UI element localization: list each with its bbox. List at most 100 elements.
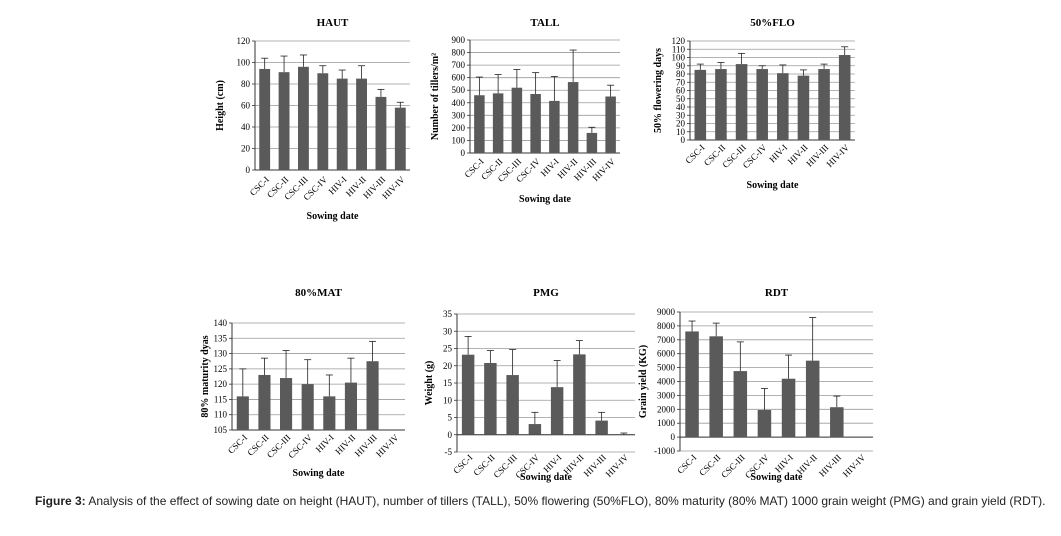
y-axis-label: Number of tillers/m² bbox=[430, 53, 441, 140]
x-tick-label: HIV-I bbox=[314, 432, 336, 454]
y-tick-label: 20 bbox=[241, 144, 251, 154]
x-tick-label: CSC-IV bbox=[286, 432, 314, 460]
chart-50flo: 50%FLO0102030405060708090100110120CSC-IC… bbox=[653, 17, 855, 191]
chart-title: 80%MAT bbox=[295, 287, 343, 299]
bar-csc-i bbox=[694, 69, 707, 140]
y-tick-label: 25 bbox=[443, 344, 453, 354]
bar-csc-ii bbox=[484, 362, 497, 435]
chart-rdt: RDT -1000 0 1000 2000 3000 4000 5000 6000 7000 800… bbox=[638, 287, 873, 483]
x-axis-label: Sowing date bbox=[293, 468, 346, 479]
bar-csc-iii bbox=[735, 64, 748, 140]
y-tick-label: 135 bbox=[214, 333, 228, 343]
y-tick-label: 60 bbox=[241, 101, 251, 111]
y-tick-label: 800 bbox=[452, 48, 466, 58]
y-tick-label: 8000 bbox=[657, 321, 676, 331]
bar-hiv-ii bbox=[805, 360, 820, 438]
bar-csc-iv bbox=[317, 73, 329, 170]
bar-csc-iii bbox=[506, 375, 519, 435]
y-tick-label: 6000 bbox=[657, 349, 676, 359]
y-tick-label: 10 bbox=[443, 395, 453, 405]
bar-csc-iv bbox=[756, 69, 768, 140]
y-tick-label: 80 bbox=[676, 69, 686, 79]
bar-hiv-ii bbox=[797, 75, 810, 140]
x-tick-label: CSC-IV bbox=[741, 142, 769, 170]
chart-pmg: PMG-505101520253035CSC-ICSC-IICSC-IIICSC… bbox=[424, 287, 635, 483]
bar-hiv-i bbox=[777, 73, 789, 140]
y-tick-label: 120 bbox=[672, 36, 686, 46]
y-tick-label: 120 bbox=[214, 379, 228, 389]
bar-csc-i bbox=[685, 331, 699, 438]
bar-csc-ii bbox=[278, 72, 290, 170]
y-tick-label: 700 bbox=[452, 60, 466, 70]
y-tick-label: 80 bbox=[241, 79, 251, 89]
bar-hiv-iii bbox=[830, 407, 844, 438]
bar-hiv-ii bbox=[344, 382, 357, 430]
y-tick-label: 0 bbox=[681, 135, 686, 145]
x-axis-label: Sowing date bbox=[307, 211, 360, 222]
y-tick-label: 900 bbox=[452, 35, 466, 45]
bar-hiv-i bbox=[781, 378, 796, 438]
x-axis-label: Sowing date bbox=[519, 194, 572, 205]
bar-hiv-iv bbox=[394, 107, 406, 170]
bar-hiv-ii bbox=[356, 78, 367, 170]
y-tick-label: 0 bbox=[448, 430, 453, 440]
bar-hiv-iv bbox=[838, 55, 851, 140]
chart-tall: TALL0100200300400500600700800900CSC-ICSC… bbox=[430, 17, 620, 205]
y-tick-label: 400 bbox=[452, 98, 466, 108]
y-tick-label: 50 bbox=[676, 94, 686, 104]
y-tick-label: 300 bbox=[452, 110, 466, 120]
y-tick-label: -5 bbox=[445, 447, 453, 457]
x-tick-label: HIV-IV bbox=[604, 452, 631, 479]
y-tick-label: 60 bbox=[676, 86, 686, 96]
y-tick-label: 5 bbox=[448, 413, 453, 423]
bar-csc-iv bbox=[528, 424, 542, 435]
x-tick-label: HIV-I bbox=[767, 142, 789, 164]
caption-text: Analysis of the effect of sowing date on… bbox=[85, 494, 1046, 508]
bar-hiv-iii bbox=[375, 96, 387, 170]
chart-title: RDT bbox=[765, 287, 789, 299]
y-tick-label: 140 bbox=[214, 318, 228, 328]
bar-hiv-iii bbox=[366, 361, 379, 430]
y-tick-label: 100 bbox=[237, 58, 251, 68]
x-tick-label: CSC-II bbox=[697, 452, 722, 477]
y-tick-label: 125 bbox=[214, 364, 228, 374]
y-tick-label: 9000 bbox=[657, 307, 676, 317]
y-axis-label: 50% flowering days bbox=[653, 48, 664, 133]
y-tick-label: 200 bbox=[452, 123, 466, 133]
y-tick-label: 110 bbox=[214, 410, 228, 420]
caption-label: Figure 3: bbox=[35, 494, 86, 508]
y-axis-label: Height (cm) bbox=[215, 80, 226, 131]
x-axis-label: Sowing date bbox=[520, 472, 573, 483]
y-tick-label: 40 bbox=[676, 102, 686, 112]
bar-csc-i bbox=[461, 354, 475, 435]
bar-csc-i bbox=[259, 68, 271, 170]
y-tick-label: 7000 bbox=[657, 335, 676, 345]
y-tick-label: 100 bbox=[672, 53, 686, 63]
bar-hiv-iii bbox=[595, 420, 608, 435]
chart-haut: HAUT020406080100120CSC-ICSC-IICSC-IIICSC… bbox=[215, 17, 410, 222]
chart-80mat: 80%MAT105110115120125130135140CSC-ICSC-I… bbox=[200, 287, 405, 479]
x-tick-label: CSC-III bbox=[719, 452, 747, 480]
y-tick-label: 0 bbox=[461, 148, 466, 158]
bar-hiv-i bbox=[550, 387, 564, 435]
x-axis-label: Sowing date bbox=[747, 180, 800, 191]
x-tick-label: HIV-III bbox=[817, 452, 843, 478]
y-tick-label: 0 bbox=[671, 432, 676, 442]
bar-csc-i bbox=[236, 396, 249, 430]
y-tick-label: 115 bbox=[214, 394, 228, 404]
y-tick-label: 10 bbox=[676, 127, 686, 137]
y-tick-label: 20 bbox=[443, 361, 453, 371]
chart-title: TALL bbox=[530, 17, 559, 29]
y-tick-label: 0 bbox=[246, 165, 251, 175]
bar-csc-iv bbox=[530, 93, 541, 153]
bar-hiv-i bbox=[549, 100, 560, 153]
y-tick-label: 130 bbox=[214, 349, 228, 359]
x-tick-label: HIV-IV bbox=[380, 174, 407, 201]
y-axis-label: Grain yield (KG) bbox=[638, 345, 649, 418]
y-tick-label: 20 bbox=[676, 119, 686, 129]
y-tick-label: 600 bbox=[452, 73, 466, 83]
x-tick-label: CSC-I bbox=[675, 452, 698, 475]
bar-csc-ii bbox=[709, 336, 723, 438]
bar-hiv-iv bbox=[605, 96, 616, 153]
